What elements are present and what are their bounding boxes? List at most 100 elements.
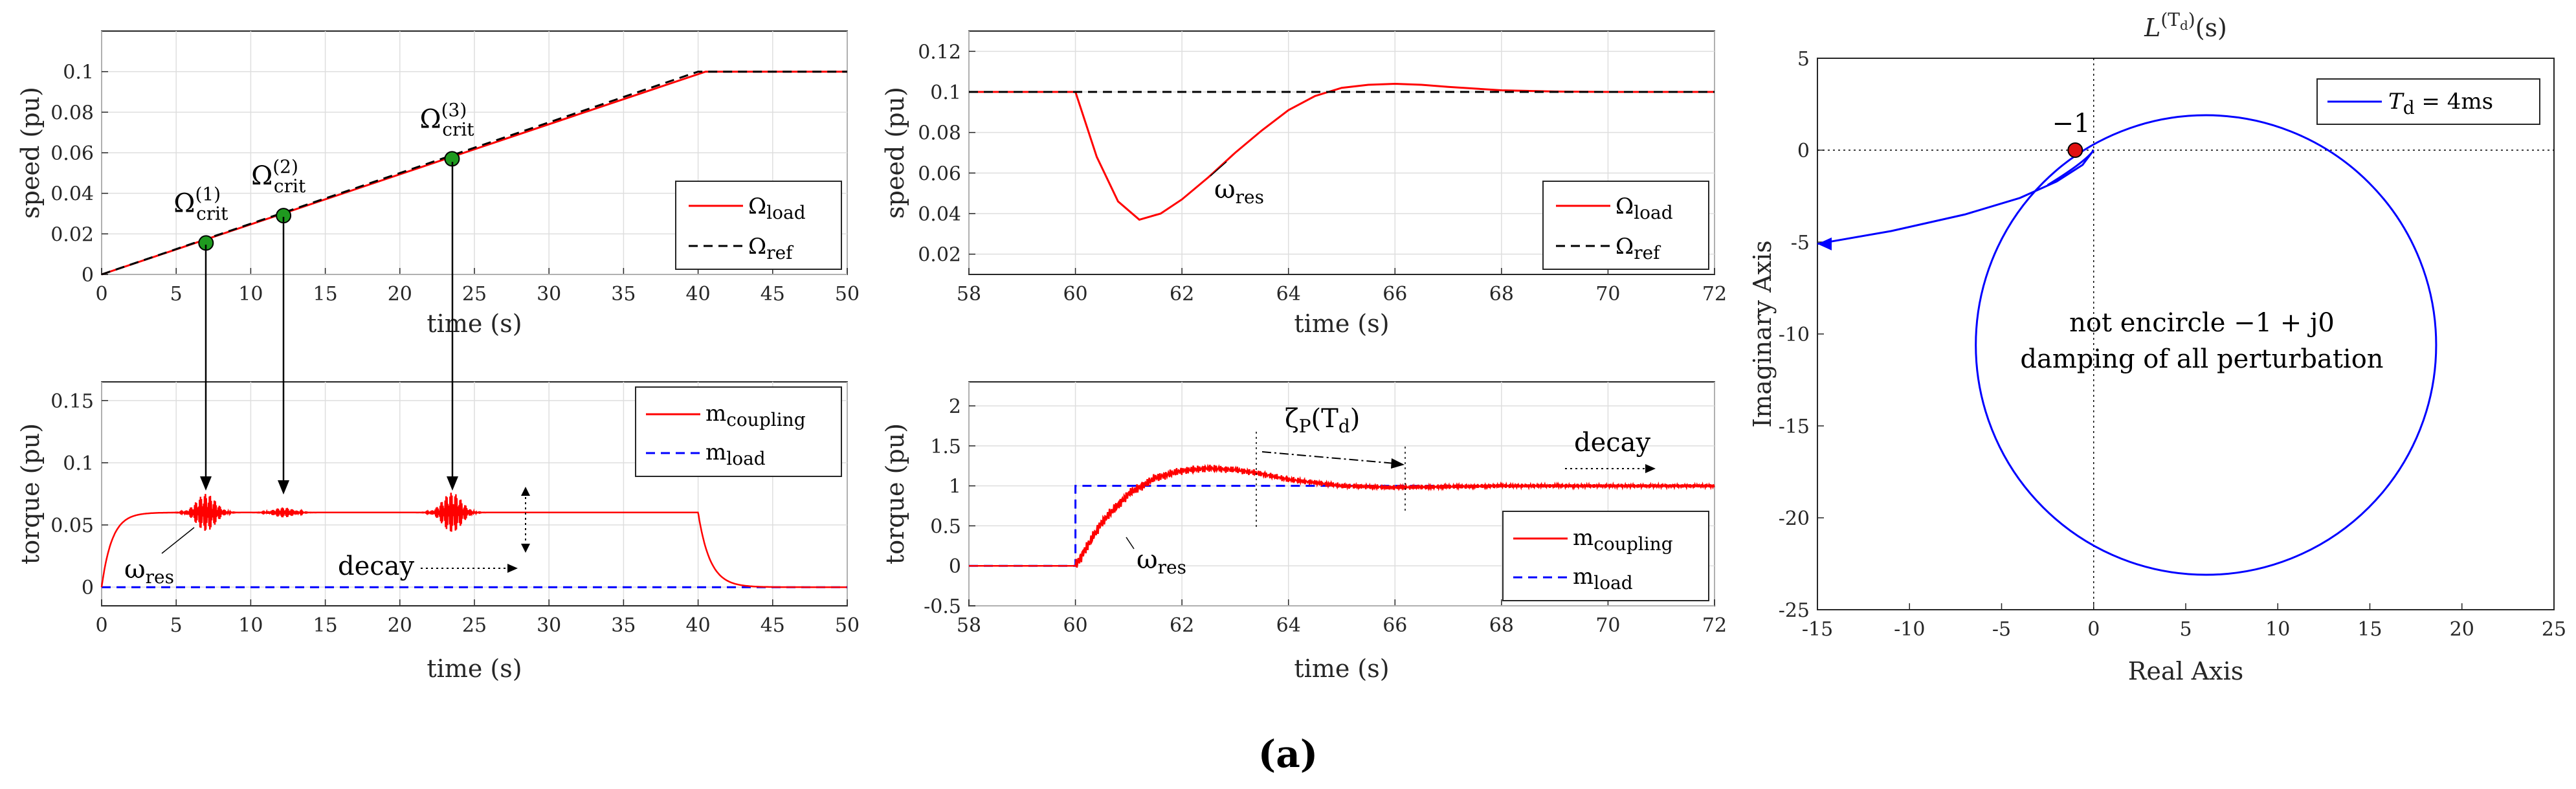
- x-axis-label: time (s): [427, 309, 522, 338]
- omega-res-label: ωres: [1137, 545, 1186, 578]
- y-tick-label: 0.06: [918, 162, 961, 185]
- legend: Ωload Ωref: [1542, 181, 1709, 270]
- x-tick-label: -5: [1992, 618, 2011, 641]
- x-tick-label: 35: [611, 283, 636, 306]
- x-tick-label: -15: [1802, 618, 1833, 641]
- series-layer: [100, 493, 847, 588]
- y-tick-label: -15: [1779, 416, 1810, 438]
- chart-title: L(Td)(s): [2144, 9, 2227, 42]
- x-tick-label: 70: [1595, 283, 1620, 306]
- x-tick-label: 20: [388, 614, 412, 637]
- tick-labels: 0 5 10 15 20 25 30 35 40 45 50 0 0.02 0.04 0.06 0.08 0.1: [50, 61, 860, 306]
- x-tick-label: 62: [1170, 614, 1194, 637]
- nyquist-inner-loop: [2047, 150, 2094, 186]
- amplitude-arrowhead-down: [521, 544, 530, 553]
- legend: mcoupling mload: [635, 386, 842, 477]
- y-tick-label: -10: [1779, 324, 1810, 346]
- series-m-coupling: [100, 493, 847, 588]
- x-tick-label: 50: [835, 283, 860, 306]
- y-tick-label: 2: [949, 395, 961, 418]
- y-axis-label: torque (pu): [881, 423, 909, 564]
- legend: Ωload Ωref: [675, 181, 842, 270]
- y-tick-label: 0.02: [50, 223, 94, 246]
- link-arrowhead-2: [278, 480, 289, 495]
- critical-point-marker: [2067, 142, 2083, 158]
- x-axis-label: time (s): [1294, 654, 1389, 683]
- x-tick-label: 10: [238, 283, 263, 306]
- series-m-coupling: [969, 463, 1715, 568]
- x-tick-label: 20: [388, 283, 412, 306]
- x-tick-label: 0: [2087, 618, 2100, 641]
- tick-labels: 0 5 10 15 20 25 30 35 40 45 50 0 0.05 0.1 0.15: [50, 390, 860, 637]
- x-tick-label: 66: [1382, 283, 1407, 306]
- link-arrowhead-3: [447, 476, 458, 491]
- x-tick-label: 15: [313, 614, 338, 637]
- x-tick-label: 0: [95, 283, 107, 306]
- zeta-label: ζP(Td): [1285, 404, 1360, 437]
- legend-box: [675, 181, 842, 270]
- link-arrowhead-1: [200, 476, 212, 491]
- x-tick-label: 68: [1489, 283, 1514, 306]
- omega-res-label: ωres: [124, 555, 174, 588]
- omega-res-pointer: [1210, 161, 1227, 177]
- annotation-line-1: not encircle −1 + j0: [2069, 308, 2335, 338]
- y-tick-label: 1: [949, 476, 961, 498]
- x-tick-label: 64: [1276, 614, 1301, 637]
- series-layer: [1817, 114, 2437, 576]
- y-tick-label: 1.5: [930, 436, 961, 458]
- nyquist-tail: [1817, 150, 2094, 245]
- x-tick-label: 45: [761, 283, 785, 306]
- x-tick-label: 10: [2265, 618, 2290, 641]
- y-axis-label: speed (pu): [16, 87, 45, 219]
- y-tick-label: 0.02: [918, 244, 961, 267]
- y-tick-label: 0.5: [930, 515, 961, 538]
- legend-box: [1542, 181, 1709, 270]
- panel-speed-step: 58 60 62 64 66 68 70 720.020.040.060.080.10.12 …: [881, 30, 1727, 338]
- y-tick-label: -0.5: [924, 595, 961, 618]
- x-tick-label: 0: [95, 614, 107, 637]
- panel-torque-step: 58 60 62 64 66 68 70 72 -0.5 0 0.5 1 1.5 2 time (s) t…: [881, 381, 1727, 683]
- x-tick-label: 25: [462, 614, 487, 637]
- decay-arrowhead: [507, 564, 518, 573]
- x-tick-label: 30: [537, 614, 561, 637]
- x-tick-label: 62: [1170, 283, 1194, 306]
- x-tick-label: 15: [313, 283, 338, 306]
- tick-labels: -15 -10 -5 0 5 10 15 20 25 -25 -20 -15 -10 -5 0 5: [1779, 48, 2566, 641]
- critical-speed-markers: Ω(1) crit Ω(2) crit Ω(3) crit: [173, 99, 474, 251]
- nyquist-arrowhead: [1817, 237, 1832, 250]
- legend-box: [1502, 511, 1709, 601]
- critical-speed-label-3: Ω(3) crit: [419, 99, 474, 140]
- x-tick-label: 15: [2357, 618, 2382, 641]
- legend-label-omega-load: Ωload: [1616, 194, 1673, 223]
- y-tick-label: -25: [1779, 599, 1810, 622]
- y-tick-label: 0.1: [63, 61, 94, 84]
- y-axis-label: torque (pu): [16, 423, 45, 564]
- omega-res-pointer: [161, 527, 195, 554]
- y-tick-label: 0.05: [50, 515, 94, 537]
- x-tick-label: 30: [537, 283, 561, 306]
- y-axis-label: Imaginary Axis: [1748, 240, 1777, 428]
- amplitude-arrowhead-up: [521, 487, 530, 496]
- x-tick-label: -10: [1894, 618, 1925, 641]
- legend-box: [635, 386, 842, 477]
- y-tick-label: 0: [82, 264, 94, 287]
- x-tick-label: 45: [761, 614, 785, 637]
- zeta-arrowhead: [1391, 458, 1405, 469]
- y-tick-label: 0.08: [918, 122, 961, 145]
- y-tick-label: 0: [949, 555, 961, 578]
- x-tick-label: 58: [957, 614, 981, 637]
- x-axis-label: time (s): [1294, 309, 1389, 338]
- decay-label: decay: [1574, 428, 1651, 458]
- x-tick-label: 40: [686, 283, 711, 306]
- panel-speed-ramp: 0 5 10 15 20 25 30 35 40 45 50 0 0.02 0.04 0.06 0.08 0.1…: [16, 30, 860, 338]
- series-layer: [969, 463, 1715, 568]
- x-tick-label: 5: [170, 283, 183, 306]
- x-tick-label: 5: [170, 614, 183, 637]
- decay-arrowhead: [1645, 464, 1656, 473]
- legend-label-td: Td = 4ms: [2388, 89, 2493, 118]
- tick-labels: 58 60 62 64 66 68 70 72 -0.5 0 0.5 1 1.5 2: [924, 395, 1727, 637]
- x-axis-label: Real Axis: [2128, 657, 2244, 685]
- x-tick-label: 5: [2179, 618, 2192, 641]
- x-tick-label: 25: [2542, 618, 2566, 641]
